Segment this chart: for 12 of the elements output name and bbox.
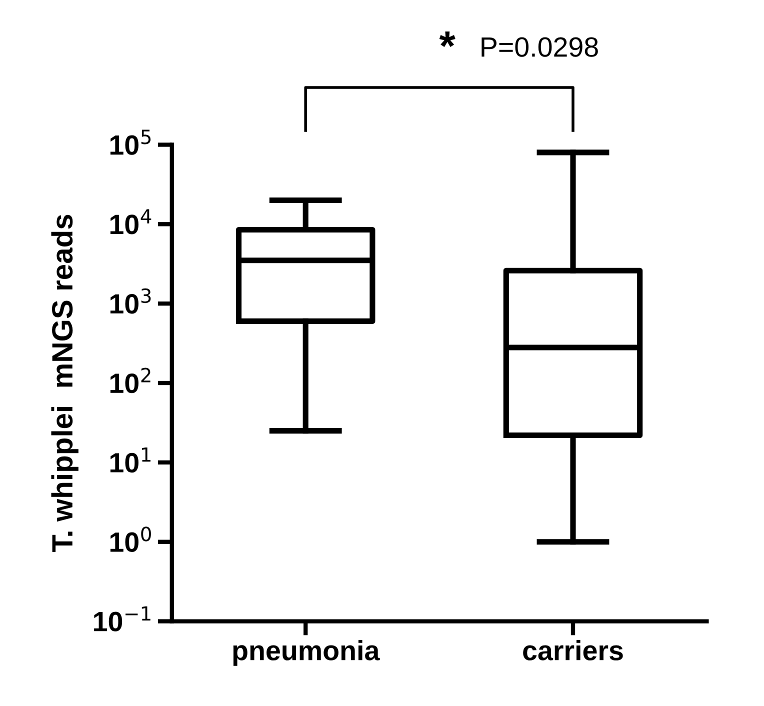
x-tick-label: pneumonia	[233, 640, 380, 666]
y-tick-label: 10$^{2}$	[110, 368, 150, 394]
text: *	[439, 32, 456, 48]
x-tick-label: carriers	[523, 640, 623, 660]
y-tick-label: 10$^{3}$	[110, 288, 151, 314]
text: P=0.0298	[482, 37, 598, 57]
y-tick-label: 10$^{0}$	[110, 526, 151, 552]
y-tick-label: 10$^{−1}$	[94, 606, 150, 632]
y-tick-label: 10$^{5}$	[110, 130, 151, 155]
y-tick-label: 10$^{4}$	[110, 209, 152, 234]
y-axis-title: T. whipplei mNGS reads	[51, 214, 78, 552]
y-tick-label: 10$^{1}$	[110, 447, 150, 473]
